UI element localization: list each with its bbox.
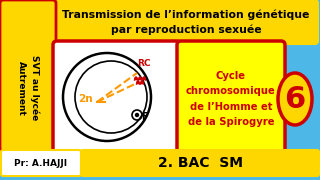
Text: Cycle
chromosomique
de l’Homme et
de la Spirogyre: Cycle chromosomique de l’Homme et de la … (186, 71, 276, 127)
FancyBboxPatch shape (177, 41, 285, 157)
Ellipse shape (278, 73, 312, 125)
FancyBboxPatch shape (53, 41, 181, 157)
Text: 2n: 2n (78, 94, 92, 104)
Text: RC: RC (137, 58, 151, 68)
Circle shape (135, 114, 139, 116)
Text: SVT au lycée
Autrement: SVT au lycée Autrement (17, 55, 39, 121)
Text: F: F (141, 112, 147, 122)
FancyBboxPatch shape (0, 0, 56, 151)
Text: 2. BAC  SM: 2. BAC SM (157, 156, 243, 170)
Circle shape (135, 77, 137, 80)
Text: Pr: A.HAJJI: Pr: A.HAJJI (14, 159, 68, 168)
Circle shape (143, 77, 145, 80)
Text: 6: 6 (284, 84, 306, 114)
FancyBboxPatch shape (1, 150, 81, 176)
Circle shape (139, 77, 141, 80)
Circle shape (137, 81, 139, 84)
FancyBboxPatch shape (81, 150, 319, 176)
Circle shape (141, 81, 143, 84)
Text: Transmission de l’information génétique
par reproduction sexuée: Transmission de l’information génétique … (62, 9, 310, 35)
FancyBboxPatch shape (54, 0, 318, 44)
